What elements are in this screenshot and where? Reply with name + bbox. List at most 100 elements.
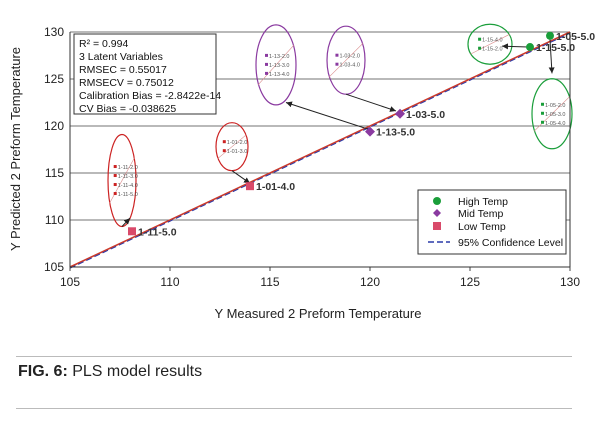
y-tick-label-1: 110 xyxy=(45,213,64,227)
zoom-label-4-0: 1-15-4.0 xyxy=(482,38,503,44)
legend-low-label: Low Temp xyxy=(458,221,506,233)
zoom-label-0-1: 1-11-3.0 xyxy=(118,174,138,180)
zoom-label-1-1: 1-01-3.0 xyxy=(227,149,248,155)
stat-r2: R² = 0.994 xyxy=(79,38,128,50)
zoom-fit-5 xyxy=(533,96,571,132)
zoom-point-2-0 xyxy=(265,53,268,57)
zoom-arrow-4 xyxy=(501,43,529,50)
caption-bottom-rule xyxy=(16,408,572,409)
x-axis-title: Y Measured 2 Preform Temperature xyxy=(215,306,422,321)
zoom-arrow-0 xyxy=(121,217,131,227)
stat-rmsecv: RMSECV = 0.75012 xyxy=(79,77,174,89)
legend-mid-marker xyxy=(433,209,441,217)
legend-confidence-label: 95% Confidence Level xyxy=(458,237,563,249)
zoom-group-1: 1-01-2.0 1-01-3.0 xyxy=(215,122,251,184)
zoom-point-3-1 xyxy=(335,62,339,66)
x-tick-label-5: 130 xyxy=(560,275,580,289)
zoom-label-3-0: 1-03-2.0 xyxy=(339,54,360,60)
x-tick-label-1: 110 xyxy=(160,275,179,289)
fit-line xyxy=(69,31,571,268)
zoom-ellipse-4 xyxy=(467,23,513,65)
point-label-2-1: 1-11-5.0 xyxy=(138,226,177,238)
zoom-point-2-2 xyxy=(265,71,268,75)
zoom-ellipse-2 xyxy=(255,24,297,106)
legend: High Temp Mid Temp Low Temp 95% Confiden… xyxy=(417,189,567,255)
point-circle-0-1 xyxy=(526,43,534,52)
zoom-label-1-0: 1-01-2.0 xyxy=(227,140,248,146)
zoom-ellipse-5 xyxy=(531,78,573,150)
data-marks-layer: 1-05-5.01-15-5.0 1-03-5.0 1-13-5.0 1-01-4.0… xyxy=(128,31,595,238)
zoom-point-4-0 xyxy=(478,37,482,41)
zoom-arrow-2 xyxy=(285,101,371,131)
zoom-group-4: 1-15-4.0 1-15-2.0 xyxy=(467,23,529,65)
zoom-label-0-3: 1-11-5.0 xyxy=(118,192,138,198)
zoom-group-2: 1-13-2.0 1-13-3.0 1-13-4.0 xyxy=(255,24,371,131)
zoom-label-5-2: 1-05-4.0 xyxy=(545,121,566,127)
zoom-fit-0 xyxy=(109,157,135,204)
y-axis-title: Y Predicted 2 Preform Temperature xyxy=(8,47,23,251)
point-circle-0-0 xyxy=(546,31,554,40)
point-label-2-0: 1-01-4.0 xyxy=(256,181,295,193)
point-label-1-0: 1-03-5.0 xyxy=(406,109,445,121)
zoom-group-0: 1-11-2.0 1-11-3.0 1-11-4.0 1-11-5.0 xyxy=(107,133,138,228)
zoom-groups-layer: 1-11-2.0 1-11-3.0 1-11-4.0 1-11-5.0 1-01-2.0… xyxy=(107,23,573,228)
zoom-point-5-0 xyxy=(541,102,544,106)
caption-top-rule xyxy=(16,356,572,357)
stat-cal-bias: Calibration Bias = -2.8422e-14 xyxy=(79,90,221,102)
zoom-label-0-0: 1-11-2.0 xyxy=(118,165,138,171)
zoom-label-2-2: 1-13-4.0 xyxy=(269,72,290,78)
x-tick-label-4: 125 xyxy=(460,275,480,289)
zoom-point-3-0 xyxy=(335,53,339,57)
point-label-1-1: 1-13-5.0 xyxy=(376,127,415,139)
zoom-group-3: 1-03-2.0 1-03-4.0 xyxy=(326,25,397,112)
legend-mid-label: Mid Temp xyxy=(458,208,503,220)
zoom-point-4-1 xyxy=(478,46,482,50)
point-square-2-1 xyxy=(128,227,136,236)
caption-label: FIG. 6: xyxy=(18,363,68,380)
y-tick-label-5: 130 xyxy=(44,25,64,39)
pls-scatter-chart: 1-11-2.0 1-11-3.0 1-11-4.0 1-11-5.0 1-01-2.0… xyxy=(8,23,595,321)
zoom-point-1-0 xyxy=(222,140,226,144)
zoom-fit-1 xyxy=(217,134,247,159)
x-tick-label-2: 115 xyxy=(260,275,279,289)
zoom-fit-4 xyxy=(470,33,510,55)
point-label-0-1: 1-15-5.0 xyxy=(536,42,575,54)
zoom-point-1-1 xyxy=(222,149,226,153)
y-tick-label-0: 105 xyxy=(44,260,64,274)
zoom-point-5-2 xyxy=(541,120,544,124)
zoom-label-3-1: 1-03-4.0 xyxy=(339,63,360,69)
y-tick-label-4: 125 xyxy=(44,72,64,86)
zoom-point-5-1 xyxy=(541,111,544,115)
zoom-point-0-1 xyxy=(113,174,117,178)
axis-layer: 105 110 115 120 125 130 105 110 115 120 125 130 xyxy=(44,25,580,289)
stats-box: R² = 0.994 3 Latent Variables RMSEC = 0.… xyxy=(73,33,221,115)
point-label-0-0: 1-05-5.0 xyxy=(556,31,595,43)
legend-high-label: High Temp xyxy=(458,196,508,208)
zoom-label-5-1: 1-05-3.0 xyxy=(545,112,566,118)
zoom-fit-3 xyxy=(328,42,364,78)
y-tick-label-3: 120 xyxy=(44,119,64,133)
confidence-line xyxy=(69,32,571,269)
zoom-group-5: 1-05-2.0 1-05-3.0 1-05-4.0 xyxy=(531,39,573,150)
zoom-label-4-1: 1-15-2.0 xyxy=(482,47,503,53)
legend-low-marker xyxy=(433,222,441,230)
point-diamond-1-1 xyxy=(365,126,375,137)
stat-cv-bias: CV Bias = -0.038625 xyxy=(79,103,176,115)
figure-caption: FIG. 6: PLS model results xyxy=(18,363,202,381)
zoom-arrow-5 xyxy=(548,39,555,74)
point-diamond-1-0 xyxy=(395,108,405,119)
zoom-point-2-1 xyxy=(265,62,268,66)
zoom-fit-2 xyxy=(257,44,295,86)
fit-lines-layer xyxy=(69,31,571,269)
zoom-arrow-1 xyxy=(231,170,251,184)
zoom-arrow-3 xyxy=(345,93,397,112)
zoom-label-0-2: 1-11-4.0 xyxy=(118,183,138,189)
zoom-point-0-0 xyxy=(113,165,117,169)
zoom-point-0-2 xyxy=(113,183,117,187)
legend-high-marker xyxy=(433,197,441,205)
x-tick-label-3: 120 xyxy=(360,275,380,289)
point-square-2-0 xyxy=(246,182,254,191)
zoom-label-5-0: 1-05-2.0 xyxy=(545,103,566,109)
zoom-point-0-3 xyxy=(113,192,117,196)
x-tick-label-0: 105 xyxy=(60,275,80,289)
